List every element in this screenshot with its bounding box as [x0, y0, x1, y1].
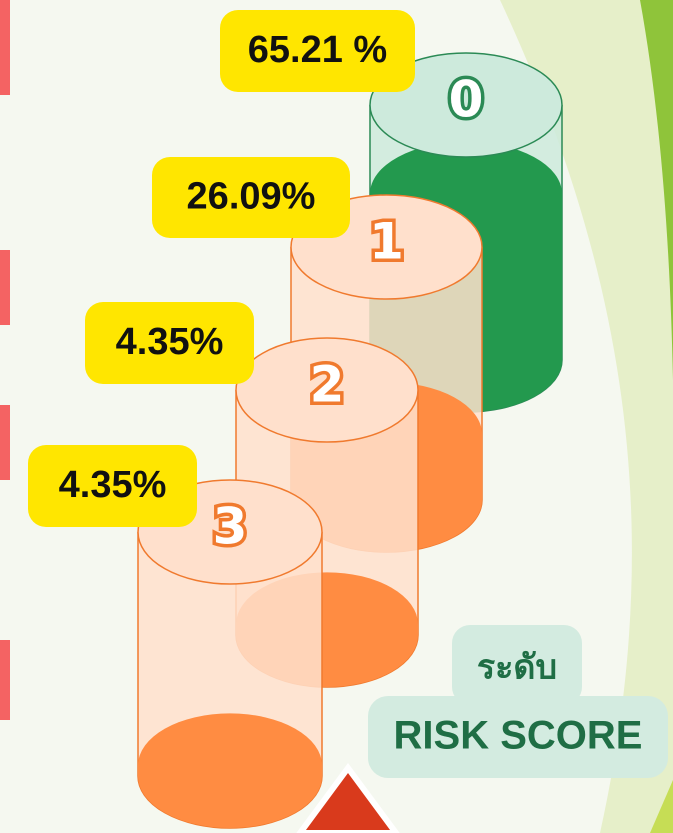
value-label: 4.35%: [116, 321, 224, 363]
cylinder-fill: [138, 713, 322, 828]
value-label: 65.21 %: [248, 29, 387, 71]
value-label: 26.09%: [187, 176, 316, 218]
value-label: 4.35%: [59, 464, 167, 506]
category-label: 2: [310, 356, 345, 414]
category-label: 1: [369, 213, 404, 271]
category-label: 3: [213, 498, 248, 556]
category-label: 0: [449, 71, 484, 129]
chart-title: ระดับ: [477, 648, 557, 688]
infographic: 0 65.21 % 1 26.09% 2 4.35% 3 4.35% ระดับ RISK S…: [0, 0, 673, 833]
chart-subtitle: RISK SCORE: [394, 714, 643, 758]
